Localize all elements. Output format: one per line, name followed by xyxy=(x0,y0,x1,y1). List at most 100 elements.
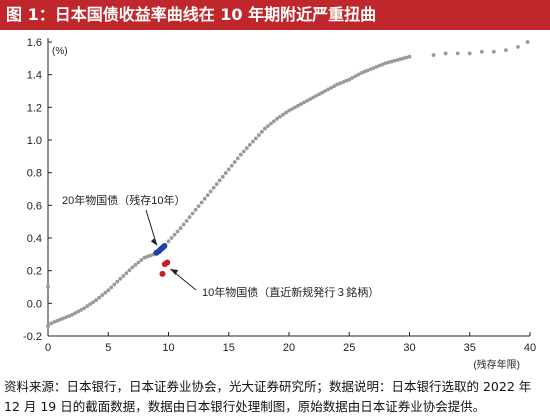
y-tick-label: 0.0 xyxy=(27,298,42,310)
curve-point xyxy=(190,211,195,216)
curve-point xyxy=(148,253,153,258)
curve-point xyxy=(76,309,81,314)
curve-point xyxy=(323,89,328,93)
curve-point xyxy=(241,149,246,154)
y-tick-label: 1.6 xyxy=(27,37,42,49)
curve-point xyxy=(299,102,303,106)
curve-point xyxy=(103,290,108,295)
x-tick-label: 5 xyxy=(105,342,111,354)
curve-point xyxy=(263,126,267,131)
x-tick-label: 25 xyxy=(343,342,355,354)
curve-point xyxy=(79,307,84,312)
curve-point xyxy=(278,114,282,119)
curve-point xyxy=(335,82,340,87)
curve-point xyxy=(329,85,334,90)
curve-point xyxy=(296,103,300,108)
source-note: 资料来源：日本银行，日本证券业协会，光大证券研究所；数据说明：日本银行选取的 2… xyxy=(4,379,532,414)
curve-point xyxy=(181,222,186,227)
curve-point xyxy=(365,68,370,73)
curve-point xyxy=(214,182,219,187)
curve-point xyxy=(112,282,117,287)
curve-point xyxy=(139,258,144,262)
curve-point xyxy=(377,63,382,68)
annotation-20y-arrowhead xyxy=(150,238,157,246)
curve-point xyxy=(401,56,406,61)
y-tick-label: -0.2 xyxy=(23,331,42,343)
curve-point xyxy=(525,40,530,44)
curve-point xyxy=(516,45,520,49)
curve-point xyxy=(266,124,270,129)
curve-point xyxy=(281,112,285,117)
curve-point xyxy=(311,95,315,100)
yield-curve-chart: -0.2 0.0 0.2 0.4 0.6 0.8 1.0 1.2 1.4 1.6 0 5 10 15 20… xyxy=(23,37,536,371)
x-tick-label: 20 xyxy=(283,342,295,354)
curve-point xyxy=(350,76,355,80)
curve-point xyxy=(314,94,319,98)
curve-point xyxy=(49,321,53,326)
curve-point xyxy=(205,193,210,198)
curve-point xyxy=(166,239,171,244)
curve-point xyxy=(202,196,207,201)
curve-point xyxy=(64,315,68,320)
curve-point xyxy=(223,171,228,175)
curve-point xyxy=(326,87,331,92)
curve-point xyxy=(259,129,264,134)
curve-point xyxy=(73,311,78,316)
curve-point xyxy=(145,254,150,259)
curve-point xyxy=(199,200,204,205)
curve-point xyxy=(407,54,412,59)
curve-point xyxy=(229,163,234,168)
curve-point xyxy=(67,314,71,318)
curve-point xyxy=(106,288,111,293)
curve-point xyxy=(275,116,279,121)
curve-point xyxy=(290,107,294,111)
curve-point xyxy=(178,226,183,231)
benchmark-10y-point xyxy=(164,259,171,266)
curve-point xyxy=(455,51,460,56)
curve-point xyxy=(124,271,129,276)
x-axis-ticks: 0 5 10 15 20 25 30 35 40 xyxy=(45,332,536,354)
curve-point xyxy=(359,71,364,75)
curve-point xyxy=(467,51,472,56)
curve-point xyxy=(46,324,50,329)
curve-point xyxy=(344,78,349,83)
curve-point xyxy=(256,133,261,137)
curve-point xyxy=(85,304,90,309)
curve-point xyxy=(380,62,385,67)
curve-point xyxy=(371,66,376,71)
curve-point xyxy=(61,316,65,321)
curve-point xyxy=(97,295,102,300)
y-tick-label: 1.2 xyxy=(27,102,42,114)
curve-point xyxy=(88,302,93,307)
curve-point xyxy=(269,121,273,126)
y-tick-label: 0.6 xyxy=(27,200,42,212)
x-tick-label: 0 xyxy=(45,342,51,354)
annotation-20y-label: 20年物国债（残存10年） xyxy=(62,193,185,207)
curve-point xyxy=(100,293,105,298)
curve-point xyxy=(341,80,346,84)
x-tick-label: 10 xyxy=(162,342,174,354)
y-tick-label: 0.2 xyxy=(27,266,42,278)
curve-point xyxy=(250,139,255,144)
curve-point xyxy=(320,90,325,95)
annotation-20y-arrow xyxy=(145,209,158,246)
x-tick-label: 30 xyxy=(403,342,415,354)
figure-title: 图 1：日本国债收益率曲线在 10 年期附近严重扭曲 xyxy=(0,0,550,30)
curve-point xyxy=(404,55,409,60)
y-axis-unit-label: (%) xyxy=(52,46,68,57)
curve-point xyxy=(184,218,189,223)
y-axis-ticks: -0.2 0.0 0.2 0.4 0.6 0.8 1.0 1.2 1.4 1.6 xyxy=(23,37,52,343)
curve-point xyxy=(443,51,448,56)
curve-point xyxy=(244,146,249,151)
curve-point xyxy=(389,59,394,64)
curve-point xyxy=(398,57,403,62)
curve-point xyxy=(217,178,222,183)
curve-point xyxy=(226,167,231,172)
y-tick-label: 1.0 xyxy=(27,135,42,147)
curve-point xyxy=(353,74,358,79)
curve-point xyxy=(238,152,243,157)
y-tick-label: 0.8 xyxy=(27,168,42,180)
curve-point xyxy=(82,306,87,311)
benchmark-20y-point xyxy=(161,243,168,250)
curve-point xyxy=(284,110,288,115)
